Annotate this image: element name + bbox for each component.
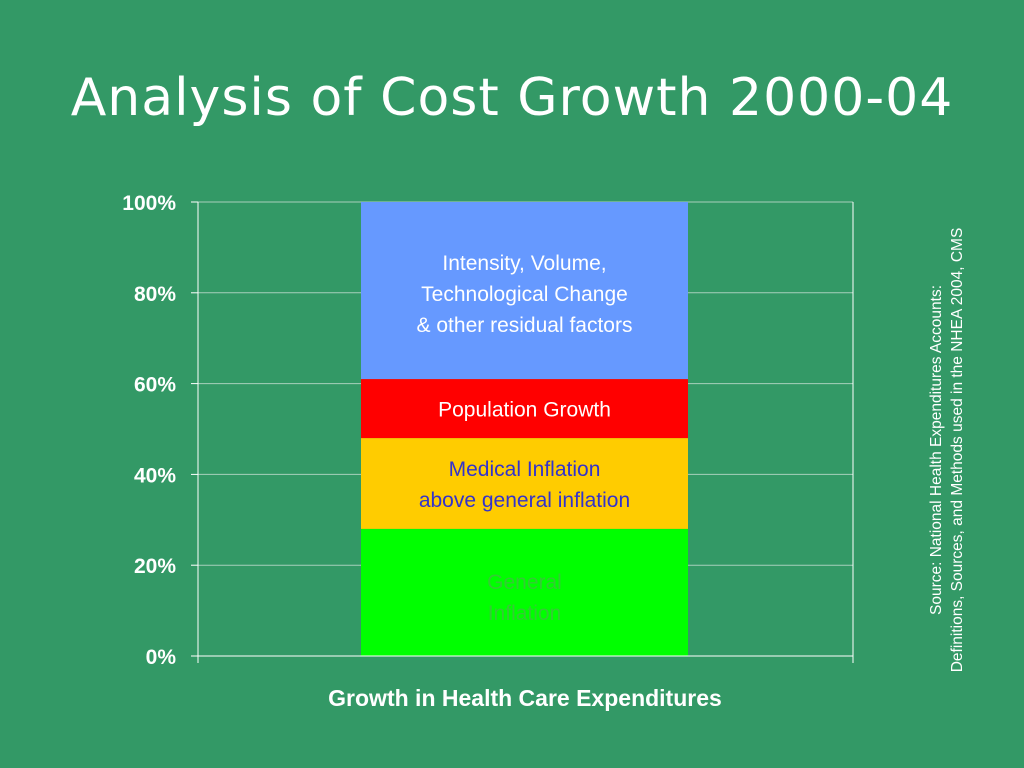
segment-label-line: Medical Inflation [449,458,601,481]
y-tick-label: 60% [134,374,176,397]
bar-segment-2 [361,438,688,529]
y-tick-label: 40% [134,464,176,487]
bar-segments [361,202,688,656]
source-note: Source: National Health Expenditures Acc… [926,190,970,710]
segment-label-line: General [487,571,562,594]
bar-segment-1 [361,528,688,656]
segment-label-2: Medical Inflation above general inflation [419,458,630,512]
y-tick-labels: 0% 20% 40% 60% 80% 100% [122,192,176,669]
segment-label-4: Intensity, Volume, Technological Change & … [417,252,633,337]
y-tick-label: 80% [134,283,176,306]
slide-title: Analysis of Cost Growth 2000-04 [70,68,954,128]
segment-label-line: Intensity, Volume, [442,252,606,275]
bar-segment-4 [361,202,688,380]
segment-label-line: above general inflation [419,489,630,512]
segment-labels: General Inflation Medical Inflation above g… [417,252,633,625]
segment-label-1: General Inflation [487,571,562,625]
segment-label-line: Technological Change [421,283,628,306]
source-note-line-1: Source: National Health Expenditures Acc… [928,285,945,615]
y-tick-label: 0% [146,646,177,669]
bar-segment-3 [361,379,688,439]
y-tick-label: 20% [134,555,176,578]
segment-label-3: Population Growth [438,399,611,422]
x-axis-label: Growth in Health Care Expenditures [328,685,722,711]
segment-label-line: & other residual factors [417,314,633,337]
y-tick-label: 100% [122,192,176,215]
axes [197,202,854,663]
source-note-line-2: Definitions, Sources, and Methods used i… [949,227,966,673]
segment-label-line: Population Growth [438,399,611,422]
segment-label-line: Inflation [488,602,562,625]
